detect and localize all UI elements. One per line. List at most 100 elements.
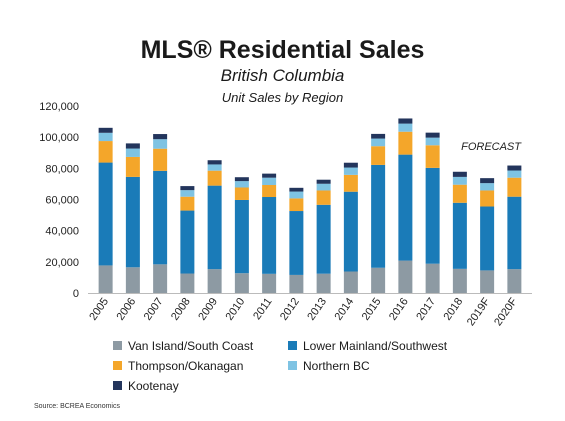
x-tick-label: 2012 [278, 296, 302, 323]
bar-segment [452, 268, 467, 293]
bar-segment [98, 127, 113, 133]
forecast-annotation: FORECAST [461, 141, 522, 153]
bar-segment [153, 170, 168, 265]
bar-segment [207, 160, 222, 165]
bar-segment [289, 211, 304, 275]
bar-segment [425, 145, 440, 168]
legend-item-lower-mainland: Lower Mainland/Southwest [288, 339, 447, 353]
chart-sub-subtitle: Unit Sales by Region [221, 90, 344, 105]
y-tick-label: 20,000 [45, 257, 79, 269]
bar-segment [425, 137, 440, 146]
bar-segment [425, 132, 440, 138]
bar-segment [289, 198, 304, 212]
bar-segment [425, 263, 440, 293]
bar-segment [125, 267, 140, 293]
bar-segment [343, 191, 358, 272]
bar-segment [480, 190, 495, 207]
chart-title: MLS® Residential Sales [140, 36, 425, 64]
chart-source: Source: BCREA Economics [34, 403, 120, 410]
legend-swatch [288, 341, 297, 351]
bar-segment [343, 162, 358, 168]
bar-segment [262, 177, 277, 186]
bar-segment [371, 164, 386, 268]
bar-segment [507, 269, 522, 293]
bar-segment [398, 118, 413, 124]
bar-segment [180, 273, 195, 293]
bar-segment [234, 177, 249, 182]
x-tick-label: 2006 [114, 296, 138, 323]
legend-swatch [113, 381, 122, 391]
bar-segment [153, 134, 168, 140]
bar-segment [180, 196, 195, 211]
legend-swatch [288, 361, 297, 371]
bar-segment [207, 269, 222, 293]
bar-segment [316, 179, 331, 184]
x-tick-label: 2017 [414, 296, 438, 323]
x-tick-label: 2020F [492, 296, 520, 329]
y-tick-label: 80,000 [45, 163, 79, 175]
bar-segment [289, 274, 304, 293]
legend-swatch [113, 341, 122, 351]
x-tick-label: 2009 [196, 296, 220, 323]
bar-segment [398, 260, 413, 293]
bar-segment [371, 133, 386, 139]
bar-segment [125, 143, 140, 149]
bar-segment [480, 206, 495, 271]
bar-segment [452, 184, 467, 203]
bar-segment [452, 202, 467, 269]
bar-segment [234, 181, 249, 188]
bar-segment [316, 190, 331, 205]
y-tick-label: 0 [73, 288, 79, 300]
bar-segment [452, 171, 467, 177]
x-tick-label: 2019F [465, 296, 493, 329]
bar-segment [262, 273, 277, 293]
bar-segment [289, 187, 304, 192]
legend-swatch [113, 361, 122, 371]
bar-segment [262, 173, 277, 178]
bar-segment [343, 271, 358, 293]
legend-label: Lower Mainland/Southwest [303, 339, 448, 353]
y-tick-label: 120,000 [39, 101, 79, 113]
bar-segment [507, 170, 522, 178]
bar-segment [507, 196, 522, 270]
bar-segment [98, 265, 113, 293]
legend-label: Thompson/Okanagan [128, 359, 244, 373]
bar-segment [371, 146, 386, 165]
bar-segment [98, 162, 113, 266]
bar-segment [343, 167, 358, 175]
chart-subtitle: British Columbia [220, 66, 345, 85]
x-tick-label: 2005 [87, 296, 111, 323]
legend-label: Northern BC [303, 359, 370, 373]
x-tick-label: 2007 [142, 296, 166, 323]
bar-segment [452, 176, 467, 185]
x-tick-label: 2010 [223, 296, 247, 323]
bar-segment [507, 177, 522, 197]
bar-segment [480, 270, 495, 293]
bar-segment [343, 174, 358, 192]
bar-segment [398, 131, 413, 155]
bar-segment [207, 170, 222, 186]
bar-segment [207, 185, 222, 270]
bar-segment [180, 190, 195, 197]
bar-segment [153, 264, 168, 293]
bar-segment [480, 178, 495, 184]
bar-segment [262, 197, 277, 274]
bar-segment [398, 154, 413, 261]
bar-segment [125, 176, 140, 268]
bar-segment [507, 165, 522, 171]
legend-item-northern-bc: Northern BC [288, 359, 370, 373]
bar-segment [207, 164, 222, 171]
x-tick-label: 2016 [387, 296, 411, 323]
x-tick-label: 2015 [360, 296, 384, 323]
bar-segment [153, 139, 168, 149]
y-tick-label: 40,000 [45, 226, 79, 238]
bar-segment [262, 185, 277, 198]
x-tick-label: 2008 [169, 296, 193, 323]
legend-label: Van Island/South Coast [128, 339, 254, 353]
bar-segment [316, 273, 331, 293]
bar-segment [125, 156, 140, 177]
legend-item-kootenay: Kootenay [113, 379, 179, 393]
bar-segment [316, 183, 331, 191]
